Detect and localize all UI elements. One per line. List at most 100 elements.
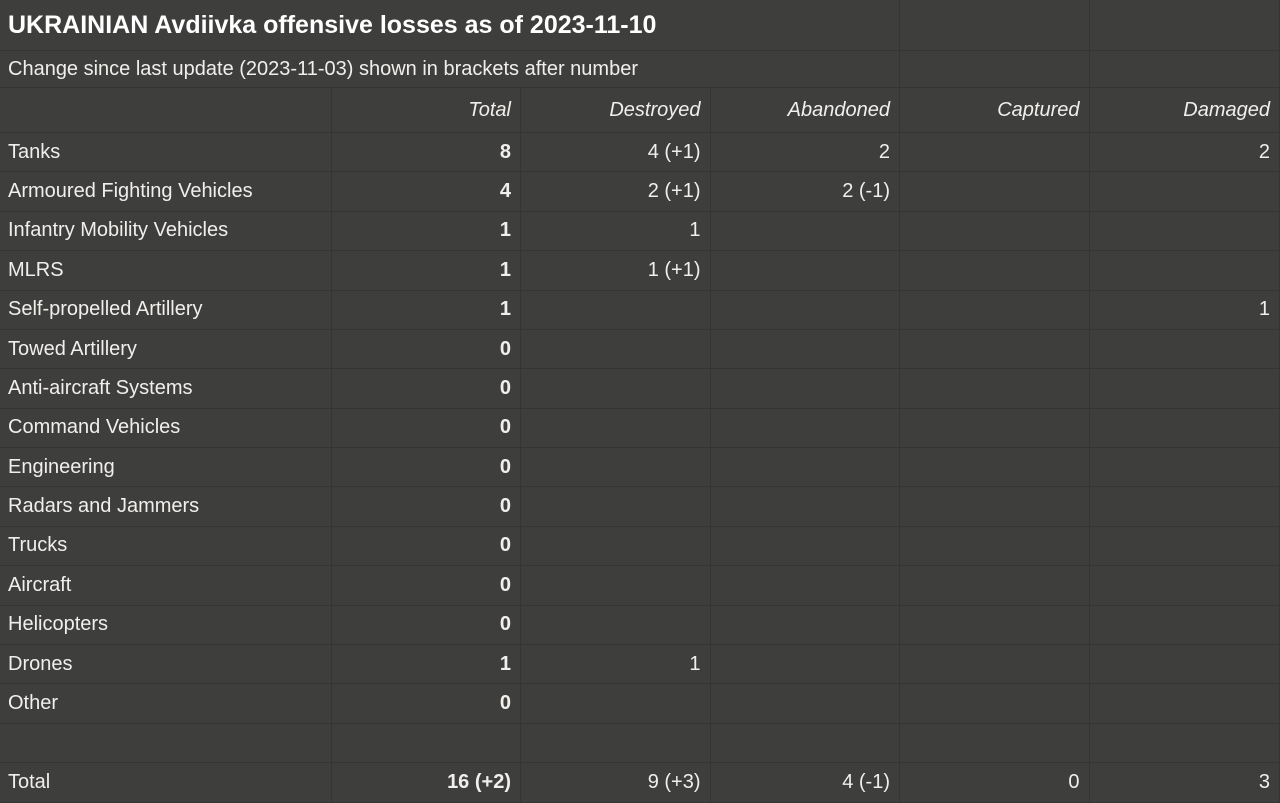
cell-damaged bbox=[1089, 251, 1280, 291]
cell-damaged: 1 bbox=[1089, 290, 1280, 330]
cell-captured bbox=[900, 329, 1090, 370]
cell-captured bbox=[900, 290, 1090, 330]
row-label: Helicopters bbox=[0, 605, 332, 645]
spacer-cell bbox=[0, 723, 332, 763]
table-row: Infantry Mobility Vehicles 1 1 bbox=[0, 211, 1280, 252]
subtitle-row-empty-cell bbox=[1089, 51, 1280, 88]
cell-destroyed bbox=[521, 408, 711, 448]
cell-total: 0 bbox=[331, 329, 521, 370]
column-header-damaged: Damaged bbox=[1089, 88, 1280, 133]
cell-captured bbox=[900, 251, 1090, 291]
row-label: Radars and Jammers bbox=[0, 487, 332, 527]
row-label: Trucks bbox=[0, 526, 332, 567]
total-cell-destroyed: 9 (+3) bbox=[521, 763, 711, 803]
cell-total: 0 bbox=[331, 408, 521, 448]
cell-total: 0 bbox=[331, 526, 521, 567]
row-label: Infantry Mobility Vehicles bbox=[0, 211, 332, 252]
spacer-cell bbox=[331, 723, 521, 763]
table-row: Armoured Fighting Vehicles 4 2 (+1) 2 (-1) bbox=[0, 172, 1280, 212]
cell-destroyed bbox=[521, 369, 711, 409]
cell-captured bbox=[900, 644, 1090, 685]
cell-abandoned bbox=[710, 526, 900, 567]
cell-total: 0 bbox=[331, 566, 521, 606]
cell-abandoned bbox=[710, 408, 900, 448]
cell-destroyed: 2 (+1) bbox=[521, 172, 711, 212]
total-cell-damaged: 3 bbox=[1089, 763, 1280, 803]
cell-captured bbox=[900, 172, 1090, 212]
table-row: Anti-aircraft Systems 0 bbox=[0, 369, 1280, 409]
cell-destroyed bbox=[521, 448, 711, 488]
table-row: Trucks 0 bbox=[0, 526, 1280, 567]
cell-total: 0 bbox=[331, 369, 521, 409]
cell-damaged bbox=[1089, 605, 1280, 645]
cell-destroyed bbox=[521, 605, 711, 645]
title-row-empty-cell bbox=[900, 0, 1090, 51]
cell-abandoned bbox=[710, 211, 900, 252]
row-label: Drones bbox=[0, 644, 332, 685]
cell-captured bbox=[900, 684, 1090, 724]
cell-captured bbox=[900, 605, 1090, 645]
cell-damaged bbox=[1089, 211, 1280, 252]
cell-destroyed bbox=[521, 290, 711, 330]
cell-destroyed: 1 (+1) bbox=[521, 251, 711, 291]
cell-damaged bbox=[1089, 369, 1280, 409]
cell-destroyed bbox=[521, 566, 711, 606]
table-body: Tanks 8 4 (+1) 2 2 Armoured Fighting Vehicles… bbox=[0, 133, 1280, 724]
spacer-cell bbox=[521, 723, 711, 763]
column-header-abandoned: Abandoned bbox=[710, 88, 900, 133]
cell-abandoned bbox=[710, 487, 900, 527]
cell-damaged bbox=[1089, 448, 1280, 488]
cell-damaged bbox=[1089, 684, 1280, 724]
cell-total: 0 bbox=[331, 684, 521, 724]
table-row: Drones 1 1 bbox=[0, 644, 1280, 685]
cell-destroyed bbox=[521, 329, 711, 370]
cell-total: 8 bbox=[331, 133, 521, 173]
row-label: Aircraft bbox=[0, 566, 332, 606]
cell-damaged bbox=[1089, 526, 1280, 567]
cell-damaged bbox=[1089, 644, 1280, 685]
title-row: UKRAINIAN Avdiivka offensive losses as o… bbox=[0, 0, 1280, 51]
cell-destroyed: 1 bbox=[521, 644, 711, 685]
total-row: Total 16 (+2) 9 (+3) 4 (-1) 0 3 bbox=[0, 763, 1280, 803]
cell-damaged bbox=[1089, 408, 1280, 448]
row-label: Command Vehicles bbox=[0, 408, 332, 448]
cell-destroyed: 4 (+1) bbox=[521, 133, 711, 173]
cell-total: 1 bbox=[331, 211, 521, 252]
subtitle-row: Change since last update (2023-11-03) sh… bbox=[0, 51, 1280, 88]
cell-abandoned bbox=[710, 566, 900, 606]
total-row-label: Total bbox=[0, 763, 332, 803]
total-cell-total: 16 (+2) bbox=[331, 763, 521, 803]
row-label: Tanks bbox=[0, 133, 332, 173]
cell-damaged bbox=[1089, 566, 1280, 606]
spacer-cell bbox=[710, 723, 900, 763]
cell-total: 4 bbox=[331, 172, 521, 212]
cell-captured bbox=[900, 566, 1090, 606]
table-row: Tanks 8 4 (+1) 2 2 bbox=[0, 133, 1280, 173]
column-header-destroyed: Destroyed bbox=[521, 88, 711, 133]
table-row: Aircraft 0 bbox=[0, 566, 1280, 606]
cell-damaged bbox=[1089, 487, 1280, 527]
cell-destroyed bbox=[521, 487, 711, 527]
total-cell-captured: 0 bbox=[900, 763, 1090, 803]
column-header-captured: Captured bbox=[900, 88, 1090, 133]
table-row: Other 0 bbox=[0, 684, 1280, 724]
cell-damaged bbox=[1089, 329, 1280, 370]
spacer-cell bbox=[900, 723, 1090, 763]
row-label: Anti-aircraft Systems bbox=[0, 369, 332, 409]
cell-abandoned bbox=[710, 448, 900, 488]
cell-abandoned bbox=[710, 329, 900, 370]
spacer-row bbox=[0, 723, 1280, 763]
row-label: Armoured Fighting Vehicles bbox=[0, 172, 332, 212]
cell-damaged bbox=[1089, 172, 1280, 212]
cell-captured bbox=[900, 526, 1090, 567]
corner-empty-cell bbox=[0, 88, 332, 133]
spacer-cell bbox=[1089, 723, 1280, 763]
total-cell-abandoned: 4 (-1) bbox=[710, 763, 900, 803]
cell-total: 0 bbox=[331, 487, 521, 527]
cell-abandoned bbox=[710, 290, 900, 330]
cell-abandoned bbox=[710, 605, 900, 645]
cell-damaged: 2 bbox=[1089, 133, 1280, 173]
cell-captured bbox=[900, 369, 1090, 409]
table-row: Helicopters 0 bbox=[0, 605, 1280, 645]
cell-destroyed bbox=[521, 684, 711, 724]
